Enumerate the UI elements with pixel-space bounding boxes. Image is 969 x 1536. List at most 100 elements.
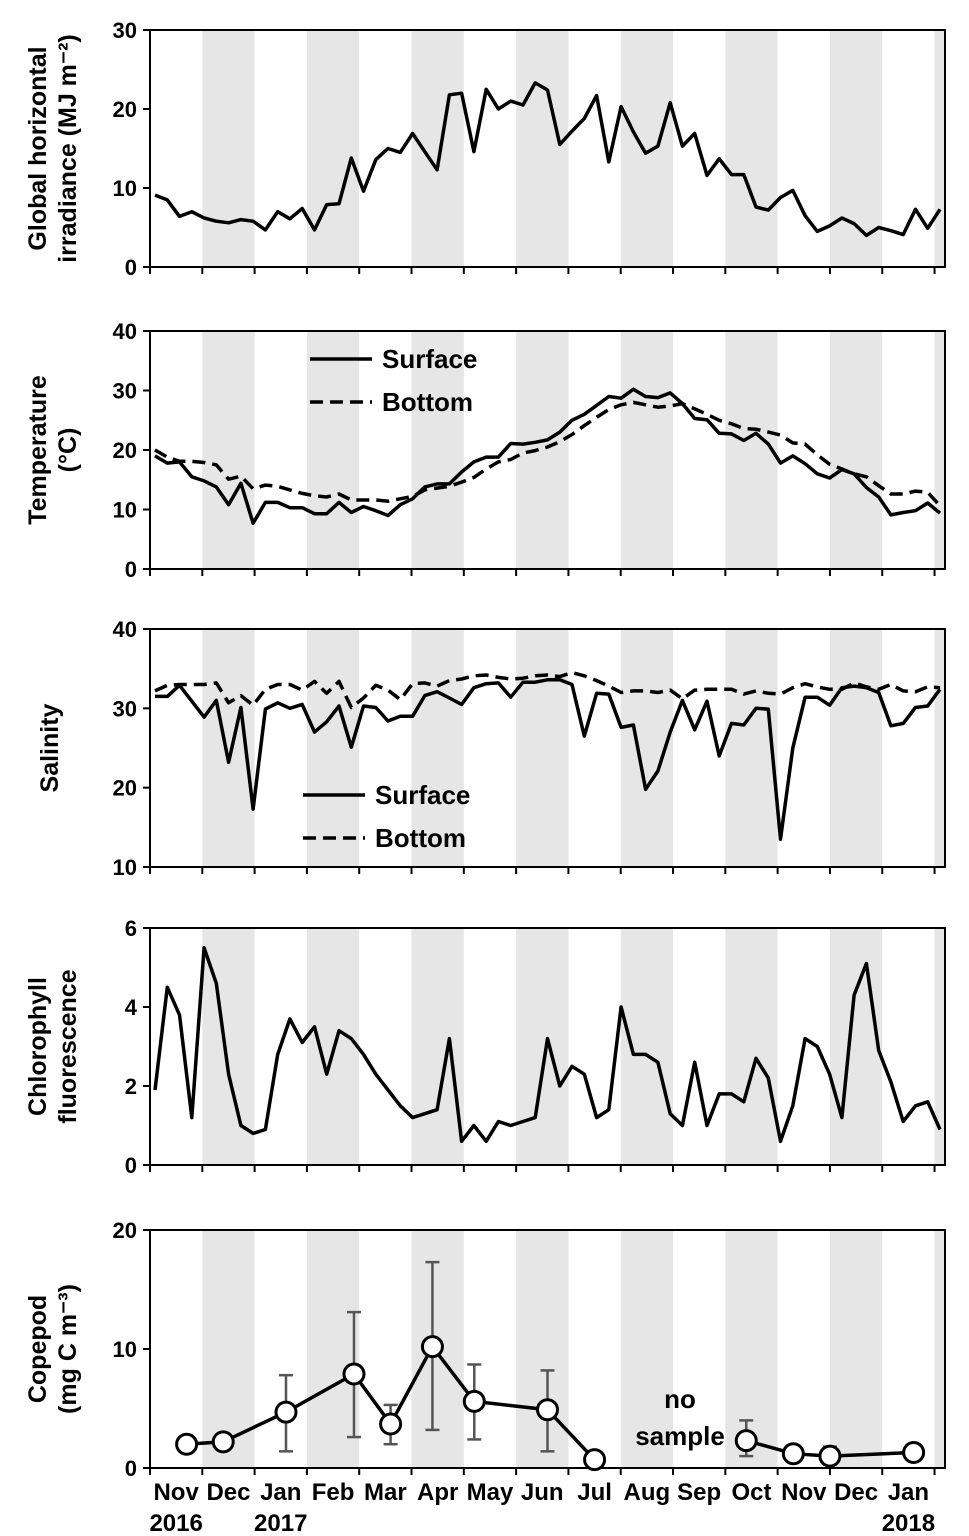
legend-label-bottom: Bottom <box>382 387 473 417</box>
y-tick-label: 10 <box>113 498 137 523</box>
month-band <box>934 629 945 867</box>
copepod-panel: 0 10 20 Copepod (mg C m⁻³) no sample <box>24 1218 946 1481</box>
x-axis-labels: Nov Dec Jan Feb Mar Apr May Jun Jul Aug Sep Oct Nov D… <box>149 1479 935 1536</box>
month-label: Jan <box>260 1479 301 1506</box>
y-tick-label: 0 <box>125 1456 137 1481</box>
month-label: Mar <box>364 1479 407 1506</box>
month-band <box>411 928 464 1165</box>
month-band <box>725 629 778 867</box>
month-band <box>934 1230 945 1468</box>
month-label: Jul <box>577 1479 612 1506</box>
month-band <box>829 1230 883 1468</box>
copepod-point <box>902 1441 926 1465</box>
month-band <box>829 928 883 1165</box>
month-label: Oct <box>731 1479 771 1506</box>
copepod-point <box>420 1335 444 1359</box>
month-band <box>934 928 945 1165</box>
no-sample-annotation: sample <box>635 1421 725 1451</box>
y-axis-title: Temperature <box>24 375 52 525</box>
month-band <box>620 1230 674 1468</box>
copepod-point <box>274 1400 298 1424</box>
year-label: 2018 <box>882 1510 935 1536</box>
month-band <box>516 1230 569 1468</box>
month-band <box>725 1230 778 1468</box>
month-band <box>411 30 464 267</box>
month-band <box>829 331 883 569</box>
y-tick-label: 20 <box>113 1218 137 1243</box>
month-label: Nov <box>153 1479 199 1506</box>
copepod-point <box>818 1444 842 1468</box>
month-band <box>202 30 255 267</box>
y-axis-title: Chlorophyll <box>24 977 52 1116</box>
month-band <box>516 30 569 267</box>
month-band <box>202 1230 255 1468</box>
y-tick-label: 30 <box>113 696 137 721</box>
copepod-point <box>342 1362 366 1386</box>
copepod-point <box>583 1448 607 1472</box>
legend-label-surface: Surface <box>382 344 477 374</box>
copepod-point <box>734 1429 758 1453</box>
irradiance-panel: 0 10 20 30 Global horizontal irradiance (MJ m… <box>24 18 946 280</box>
y-axis-title: Global horizontal <box>24 46 52 250</box>
month-band <box>620 928 674 1165</box>
month-band <box>934 331 945 569</box>
month-band <box>306 331 360 569</box>
y-tick-label: 0 <box>125 1153 137 1178</box>
month-band <box>411 331 464 569</box>
series-line <box>154 81 942 238</box>
year-label: 2016 <box>149 1510 202 1536</box>
copepod-point <box>462 1389 486 1413</box>
month-band <box>829 629 883 867</box>
bottom-line <box>154 400 942 508</box>
y-tick-label: 40 <box>113 617 137 642</box>
copepod-point <box>175 1432 199 1456</box>
month-band <box>306 1230 360 1468</box>
surface-line <box>155 678 942 841</box>
month-label: Jun <box>521 1479 564 1506</box>
month-band <box>202 331 255 569</box>
month-band <box>725 30 778 267</box>
y-axis-title: irradiance (MJ m⁻²) <box>54 34 82 263</box>
month-label: May <box>467 1479 514 1506</box>
chlorophyll-panel: 0 2 4 6 Chlorophyll fluorescence <box>24 916 946 1178</box>
legend-label-bottom: Bottom <box>375 823 466 853</box>
month-band <box>725 331 778 569</box>
plot-frame <box>149 927 946 1166</box>
salinity-panel: 10 20 30 40 Salinity Surface Bottom <box>36 617 946 880</box>
month-label: Dec <box>206 1479 250 1506</box>
month-band <box>620 30 674 267</box>
legend-label-surface: Surface <box>375 780 470 810</box>
copepod-point <box>211 1430 235 1454</box>
month-label: Jan <box>888 1479 929 1506</box>
y-tick-label: 30 <box>113 379 137 404</box>
y-tick-label: 20 <box>113 97 137 122</box>
y-axis-title: Copepod <box>24 1295 52 1403</box>
bottom-line <box>154 670 941 710</box>
y-tick-label: 2 <box>125 1074 137 1099</box>
copepod-point <box>781 1442 805 1466</box>
y-tick-label: 20 <box>113 438 137 463</box>
plot-frame <box>149 628 946 868</box>
month-label: Sep <box>677 1479 721 1506</box>
y-tick-label: 40 <box>113 319 137 344</box>
month-band <box>516 629 569 867</box>
month-label: Feb <box>312 1479 355 1506</box>
month-label: Nov <box>781 1479 827 1506</box>
series-line <box>153 946 942 1144</box>
year-label: 2017 <box>254 1510 307 1536</box>
y-tick-label: 0 <box>125 255 137 280</box>
y-tick-label: 10 <box>113 1337 137 1362</box>
copepod-line <box>745 1438 914 1458</box>
month-label: Aug <box>624 1479 671 1506</box>
month-band <box>411 629 464 867</box>
plot-frame <box>149 29 946 268</box>
month-label: Apr <box>417 1479 458 1506</box>
copepod-point <box>536 1398 559 1422</box>
y-axis-title: (mg C m⁻³) <box>54 1284 82 1414</box>
month-band <box>934 30 945 267</box>
y-tick-label: 6 <box>125 916 137 941</box>
month-band <box>516 928 569 1165</box>
copepod-point <box>379 1412 403 1436</box>
y-tick-label: 4 <box>125 995 138 1020</box>
